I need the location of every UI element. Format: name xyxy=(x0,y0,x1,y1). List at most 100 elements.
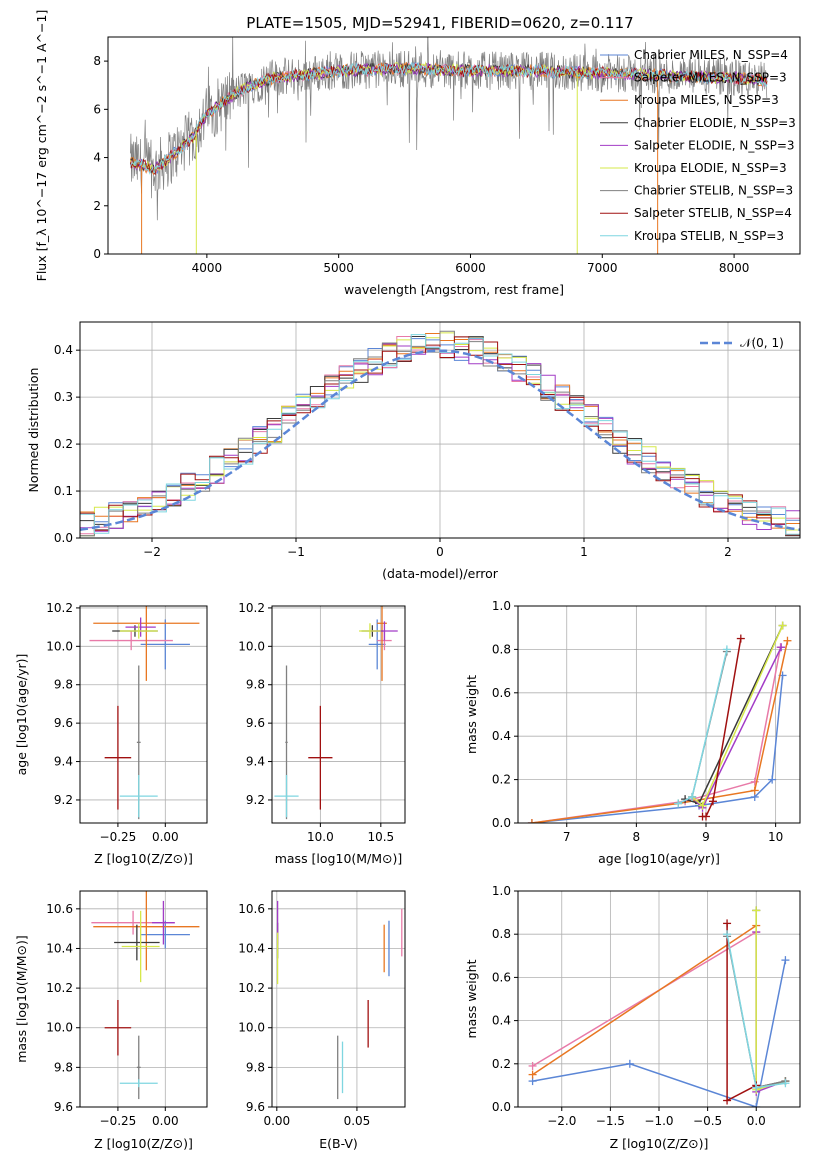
errorbar-salpeter-elodie xyxy=(125,617,156,637)
legend-label-kroupa-miles: Kroupa MILES, N_SSP=3 xyxy=(634,93,779,107)
point-marker-salpeter-elodie xyxy=(777,643,786,652)
point-marker-kroupa-stelib xyxy=(781,1079,790,1088)
x-tick-label: 7000 xyxy=(587,261,618,275)
axes-frame xyxy=(79,890,208,1108)
errorbar-kroupa-elodie xyxy=(359,623,381,639)
errorbar-kroupa-stelib xyxy=(274,774,299,818)
panel-age-vs-mass: 10.0 10.5 9.2 9.4 9.6 9.8 10.0 10.2 mass [log10(… xyxy=(238,601,406,866)
x-tick-label: 9 xyxy=(702,830,710,844)
y-tick-label: 8 xyxy=(93,54,101,68)
legend-label-kroupa-stelib: Kroupa STELIB, N_SSP=3 xyxy=(634,229,784,243)
panel-mass-vs-ebv: 0.00 0.05 9.6 9.8 10.0 10.2 10.4 10.6 E(B-V) xyxy=(238,890,406,1151)
point-marker-kroupa-elodie xyxy=(778,621,787,630)
errorbar-kroupa-miles xyxy=(377,606,387,681)
point-marker-kroupa-miles xyxy=(528,1070,537,1079)
x-tick-label: 10.5 xyxy=(367,830,394,844)
y-tick-label: 0.0 xyxy=(492,816,511,830)
point-marker-salpeter-miles xyxy=(750,777,759,786)
y-tick-label: 1.0 xyxy=(492,884,511,898)
point-marker-kroupa-stelib xyxy=(674,799,683,808)
spectrum-kroupa-stelib xyxy=(130,61,768,175)
x-tick-label: 0.05 xyxy=(344,1114,371,1128)
y-tick-label: 10.2 xyxy=(238,981,265,995)
y-tick-label: 1.0 xyxy=(492,599,511,613)
y-axis-label: mass [log10(M/M⊙)] xyxy=(14,935,29,1063)
legend-label-kroupa-elodie: Kroupa ELODIE, N_SSP=3 xyxy=(634,161,787,175)
y-tick-label: 9.2 xyxy=(246,793,265,807)
y-tick-label: 0 xyxy=(93,247,101,261)
x-tick-label: −0.25 xyxy=(100,1114,137,1128)
x-axis-label: age [log10(age/yr)] xyxy=(598,851,720,866)
errorbar-chabrier-stelib xyxy=(136,1035,141,1100)
y-tick-label: 9.6 xyxy=(246,716,265,730)
x-tick-label: 0.00 xyxy=(152,1114,179,1128)
y-tick-label: 9.4 xyxy=(246,755,265,769)
y-tick-label: 9.6 xyxy=(54,716,73,730)
legend-label-salpeter-miles: Salpeter MILES, N_SSP=3 xyxy=(634,71,787,85)
point-marker-kroupa-miles xyxy=(783,636,792,645)
y-tick-label: 0.2 xyxy=(492,1057,511,1071)
plot-area xyxy=(527,621,792,823)
series-line-kroupa-miles xyxy=(532,924,757,1076)
y-tick-label: 0.6 xyxy=(492,970,511,984)
normal-distribution-curve xyxy=(80,349,800,532)
axes-frame xyxy=(79,605,208,824)
y-tick-label: 10.0 xyxy=(46,639,73,653)
y-tick-label: 10.0 xyxy=(46,1021,73,1035)
x-tick-label: 4000 xyxy=(192,261,223,275)
y-tick-label: 9.8 xyxy=(246,678,265,692)
plot-area xyxy=(276,900,403,1100)
point-marker-kroupa-elodie xyxy=(698,801,707,810)
point-marker-kroupa-miles xyxy=(527,819,536,823)
point-marker-chabrier-miles xyxy=(781,956,790,965)
point-marker-salpeter-miles xyxy=(528,1061,537,1070)
y-axis-label: mass weight xyxy=(464,675,479,754)
y-tick-label: 0.4 xyxy=(492,1014,511,1028)
x-axis-label: Z [log10(Z/Z⊙)] xyxy=(610,1136,709,1151)
plot-area xyxy=(89,606,200,820)
x-tick-label: 8 xyxy=(633,830,641,844)
y-tick-label: 0.0 xyxy=(492,1100,511,1114)
x-tick-label: 10.0 xyxy=(307,830,334,844)
series-line-salpeter-miles xyxy=(532,931,757,1067)
y-tick-label: 0.4 xyxy=(54,343,73,357)
y-axis-label: Flux [f_λ 10^−17 erg cm^−2 s^−1 A^−1] xyxy=(34,10,49,282)
x-tick-label: 0.00 xyxy=(263,1114,290,1128)
y-tick-label: 9.6 xyxy=(246,1100,265,1114)
y-tick-label: 10.2 xyxy=(238,601,265,615)
errorbar-salpeter-stelib xyxy=(104,999,132,1056)
y-tick-label: 2 xyxy=(93,199,101,213)
point-marker-kroupa-stelib xyxy=(688,792,697,801)
plot-area xyxy=(91,891,200,1100)
x-tick-label: 5000 xyxy=(323,261,354,275)
axes-frame xyxy=(107,36,801,255)
x-tick-label: 0.00 xyxy=(152,830,179,844)
point-marker-salpeter-stelib xyxy=(723,919,732,928)
y-tick-label: 0.1 xyxy=(54,484,73,498)
legend-label-salpeter-elodie: Salpeter ELODIE, N_SSP=3 xyxy=(634,138,795,152)
y-tick-label: 9.8 xyxy=(54,678,73,692)
y-tick-label: 0.6 xyxy=(492,686,511,700)
y-tick-label: 10.6 xyxy=(238,902,265,916)
errorbar-salpeter-stelib xyxy=(308,705,333,810)
errorbar-chabrier-miles xyxy=(140,920,190,949)
y-tick-label: 9.8 xyxy=(54,1060,73,1074)
y-tick-label: 10.0 xyxy=(238,1021,265,1035)
errorbar-kroupa-miles xyxy=(93,606,200,681)
spectrum-kroupa-elodie xyxy=(130,61,768,173)
x-axis-label: Z [log10(Z/Z⊙)] xyxy=(94,1136,193,1151)
x-tick-label: 10 xyxy=(768,830,783,844)
y-tick-label: 10.4 xyxy=(46,941,73,955)
axes-frame xyxy=(271,890,406,1108)
series-line-kroupa-miles xyxy=(531,640,789,823)
plot-area xyxy=(130,37,768,254)
y-tick-label: 6 xyxy=(93,102,101,116)
point-marker-salpeter-stelib xyxy=(736,634,745,643)
plot-area xyxy=(80,330,800,537)
errorbar-kroupa-miles xyxy=(93,891,200,971)
plot-area xyxy=(274,606,398,820)
series-line-chabrier-miles xyxy=(532,959,787,1107)
x-tick-label: −2 xyxy=(143,545,161,559)
